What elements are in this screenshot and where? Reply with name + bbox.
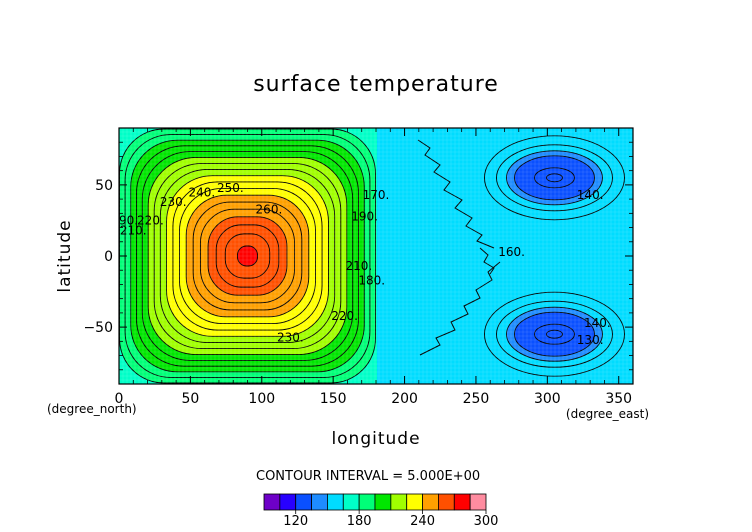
x-tick-label: 200 <box>391 391 418 407</box>
cold-contour-band <box>546 329 563 339</box>
y-tick-label: −50 <box>83 320 113 336</box>
y-axis-unit: (degree_north) <box>47 402 137 416</box>
x-tick-label: 50 <box>181 391 199 407</box>
contour-label: 140. <box>584 316 611 330</box>
x-tick-label: 300 <box>534 391 561 407</box>
contour-label: 230. <box>160 195 187 209</box>
contour-label: 130. <box>577 333 604 347</box>
warm-contour-band <box>237 245 258 267</box>
colorbar-tick-label: 240 <box>410 514 435 529</box>
colorbar-swatch <box>406 493 423 511</box>
contour-label: 210. <box>120 224 147 238</box>
x-axis-ticks: 0 50 100 150 200 250 300 350 <box>115 128 632 407</box>
colorbar-swatch <box>422 493 439 511</box>
plot-area: 260.250.240.230.220.210.190.230.220.210.… <box>111 128 633 384</box>
colorbar-swatch <box>263 493 281 511</box>
x-tick-label: 350 <box>605 391 632 407</box>
contour-label: 220. <box>331 309 358 323</box>
contour-label: 190. <box>111 214 138 228</box>
x-tick-label: 0 <box>115 391 124 407</box>
contour-label: 230. <box>277 330 304 344</box>
contour-label: 160. <box>498 245 525 259</box>
sawtooth-contour-north <box>417 139 495 249</box>
cold-contour-band <box>496 144 613 212</box>
x-tick-label: 250 <box>463 391 490 407</box>
x-axis-label: longitude <box>331 429 420 449</box>
contour-label: 210. <box>346 259 373 273</box>
contour-label: 250. <box>217 181 244 195</box>
colorbar-tick-label: 300 <box>474 514 499 529</box>
cold-contour-band <box>496 300 613 368</box>
colorbar-swatch <box>342 493 360 511</box>
contour-label: 240. <box>188 185 215 199</box>
colorbar-swatch <box>327 493 344 511</box>
contour-label: 190. <box>351 209 378 223</box>
colorbar-swatch <box>390 493 408 511</box>
contour-labels: 260.250.240.230.220.210.190.230.220.210.… <box>111 181 611 347</box>
chart-title: surface temperature <box>253 72 499 97</box>
colorbar-swatch <box>358 493 376 511</box>
y-axis-ticks: −50 0 50 <box>83 141 633 371</box>
contour-label: 170. <box>363 188 390 202</box>
cold-contour-band <box>484 291 625 377</box>
cold-contour-band <box>484 135 625 221</box>
contour-label: 140. <box>577 188 604 202</box>
y-tick-label: 50 <box>95 178 113 194</box>
cold-contour-band <box>546 173 563 183</box>
colorbar-swatch <box>453 493 471 511</box>
colorbar-swatch <box>279 493 297 511</box>
x-tick-label: 100 <box>248 391 275 407</box>
contour-label: 220. <box>137 214 164 228</box>
colorbar-tick-label: 180 <box>347 514 372 529</box>
sawtooth-contour-south <box>419 261 501 356</box>
colorbar-swatch <box>374 493 392 511</box>
cold-contour-fill <box>484 135 625 377</box>
x-tick-label: 150 <box>320 391 347 407</box>
colorbar-tick-label: 120 <box>283 514 308 529</box>
y-axis-label: latitude <box>55 219 75 292</box>
colorbar-swatch <box>311 493 328 511</box>
colorbar-swatch <box>295 493 312 511</box>
sawtooth-contour-east <box>479 247 495 275</box>
colorbar: 120 180 240 300 <box>263 493 499 529</box>
x-axis-unit: (degree_east) <box>566 407 649 421</box>
y-tick-label: 0 <box>104 249 113 265</box>
warm-contour-fill <box>119 128 376 384</box>
colorbar-swatch <box>438 493 455 511</box>
contour-label: 180. <box>358 273 385 287</box>
contour-interval-note: CONTOUR INTERVAL = 5.000E+00 <box>256 469 480 484</box>
contour-label: 260. <box>256 202 283 216</box>
colorbar-swatch <box>469 493 487 511</box>
